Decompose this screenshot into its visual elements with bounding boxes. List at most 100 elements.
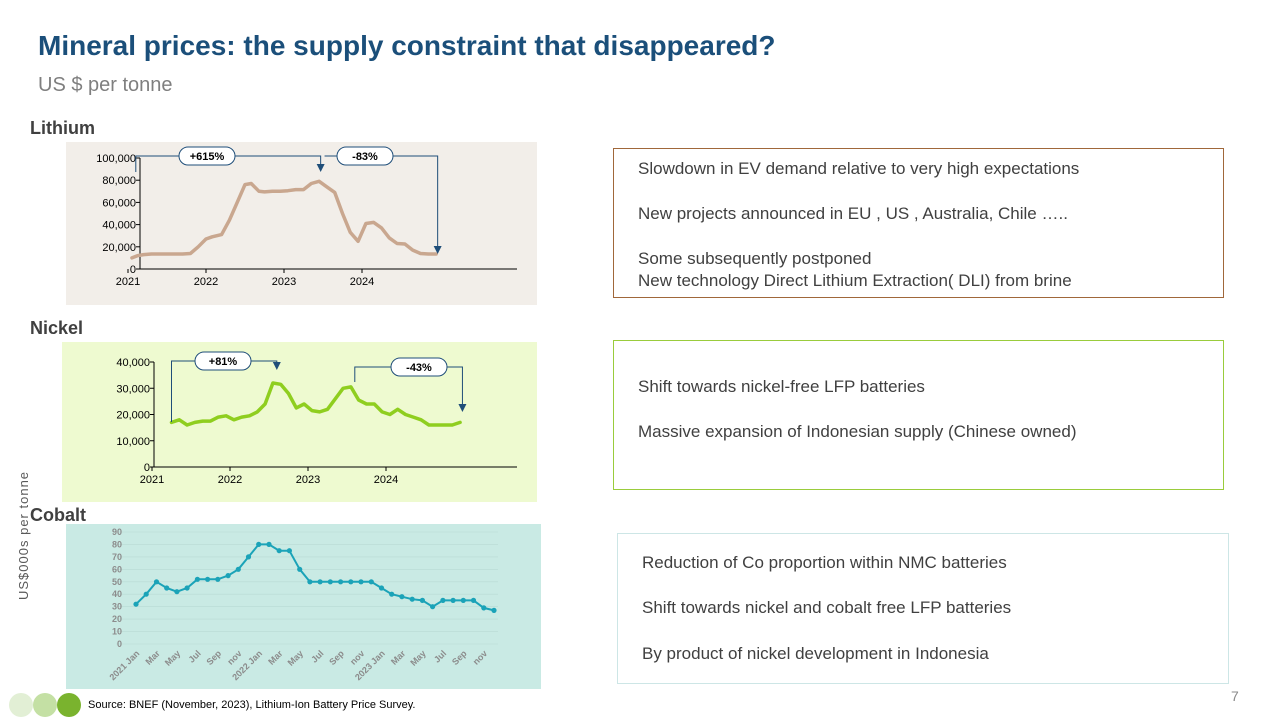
cobalt-data-point — [256, 541, 262, 547]
cobalt-data-point — [348, 579, 354, 585]
nickel-annotation-badge — [194, 351, 252, 371]
page-subtitle: US $ per tonne — [38, 74, 173, 96]
lithium-chart: 0 20,000 40,000 60,000 80,000 100,000 2021 2022… — [66, 142, 537, 305]
cobalt-data-point — [419, 597, 425, 603]
cobalt-data-point — [368, 579, 374, 585]
lithium-y-tick-label: 80,000 — [102, 175, 136, 187]
footer-decor-circle-3 — [57, 693, 81, 717]
cobalt-data-point — [164, 585, 170, 591]
cobalt-chart-panel: 0 10 20 30 40 50 60 70 80 90 2021 Jan Mar May Jul Sep n… — [66, 524, 541, 689]
lithium-notes-box: Slowdown in EV demand relative to very h… — [613, 148, 1224, 298]
footer-decor-circle-2 — [33, 693, 57, 717]
cobalt-data-point — [430, 604, 436, 610]
lithium-note-3: Some subsequently postponed — [638, 249, 872, 268]
nickel-chart: 0 10,000 20,000 30,000 40,000 2021 2022 2023 202… — [62, 342, 537, 502]
nickel-y-tick-label: 30,000 — [116, 383, 150, 395]
cobalt-note-1: Reduction of Co proportion within NMC ba… — [642, 553, 1007, 572]
lithium-y-tick-label: 40,000 — [102, 220, 136, 232]
cobalt-data-point — [235, 566, 241, 572]
lithium-y-tick-label: 20,000 — [102, 242, 136, 254]
nickel-note-2: Massive expansion of Indonesian supply (… — [638, 422, 1077, 441]
source-note: Source: BNEF (November, 2023), Lithium-I… — [88, 699, 416, 711]
cobalt-data-point — [389, 591, 395, 597]
cobalt-y-tick-label: 50 — [112, 577, 122, 587]
nickel-x-tick-label: 2021 — [140, 474, 164, 486]
cobalt-data-point — [245, 554, 252, 560]
cobalt-y-axis-title: US$000s per tonne — [16, 470, 31, 600]
cobalt-y-tick-label: 30 — [112, 602, 122, 612]
cobalt-data-point — [409, 596, 415, 602]
cobalt-note-2: Shift towards nickel and cobalt free LFP… — [642, 598, 1012, 617]
cobalt-data-point — [205, 576, 211, 582]
cobalt-notes-box: Reduction of Co proportion within NMC ba… — [617, 533, 1229, 684]
nickel-annotation-arrow — [458, 404, 467, 412]
lithium-y-tick-label: 100,000 — [96, 153, 136, 165]
lithium-annotation-badge — [336, 146, 394, 166]
cobalt-label: Cobalt — [30, 505, 86, 525]
cobalt-data-point — [440, 597, 446, 603]
cobalt-data-point — [470, 597, 477, 603]
cobalt-data-point — [450, 597, 456, 603]
nickel-y-tick-label: 40,000 — [116, 357, 150, 369]
lithium-y-tick-label: 60,000 — [102, 197, 136, 209]
nickel-note-1: Shift towards nickel-free LFP batteries — [638, 377, 925, 396]
cobalt-data-point — [266, 541, 272, 547]
cobalt-data-point — [481, 605, 487, 611]
cobalt-data-point — [153, 579, 160, 585]
lithium-y-tick-label: 0 — [130, 264, 136, 276]
nickel-label: Nickel — [30, 318, 84, 338]
nickel-annotation-badge — [390, 357, 448, 377]
lithium-note-2: New projects announced in EU , US , Aust… — [638, 204, 1068, 223]
cobalt-y-tick-label: 40 — [112, 589, 122, 599]
lithium-annotation-arrow — [316, 164, 325, 172]
cobalt-note-3: By product of nickel development in Indo… — [642, 644, 989, 663]
cobalt-data-point — [491, 607, 497, 613]
nickel-annotation-label: +81% — [209, 356, 238, 368]
lithium-note-1: Slowdown in EV demand relative to very h… — [638, 159, 1080, 178]
nickel-x-tick-label: 2023 — [296, 474, 320, 486]
cobalt-y-tick-label: 80 — [112, 539, 122, 549]
cobalt-data-point — [276, 548, 282, 554]
nickel-y-tick-label: 10,000 — [116, 436, 150, 448]
cobalt-data-point — [378, 585, 385, 591]
cobalt-y-tick-label: 0 — [117, 639, 122, 649]
cobalt-y-tick-label: 20 — [112, 614, 122, 624]
lithium-x-tick-label: 2022 — [194, 276, 218, 288]
cobalt-y-tick-label: 70 — [112, 552, 122, 562]
nickel-notes-box: Shift towards nickel-free LFP batteries … — [613, 340, 1224, 490]
lithium-note-4: New technology Direct Lithium Extraction… — [638, 271, 1072, 290]
cobalt-data-point — [286, 548, 292, 554]
cobalt-data-point — [215, 576, 221, 582]
cobalt-y-tick-label: 90 — [112, 527, 122, 537]
nickel-price-line — [169, 381, 462, 427]
lithium-annotation-label: +615% — [190, 151, 225, 163]
cobalt-data-point — [317, 579, 323, 585]
nickel-x-tick-label: 2022 — [218, 474, 242, 486]
lithium-annotation-label: -83% — [352, 151, 378, 163]
cobalt-data-point — [338, 579, 344, 585]
lithium-x-tick-label: 2023 — [272, 276, 296, 288]
cobalt-data-point — [133, 601, 139, 607]
cobalt-y-tick-label: 10 — [112, 627, 122, 637]
lithium-x-tick-label: 2021 — [116, 276, 140, 288]
nickel-chart-panel: 0 10,000 20,000 30,000 40,000 2021 2022 2023 202… — [62, 342, 537, 502]
nickel-y-tick-label: 20,000 — [116, 410, 150, 422]
nickel-y-tick-label: 0 — [144, 462, 150, 474]
lithium-chart-panel: 0 20,000 40,000 60,000 80,000 100,000 2021 2022… — [66, 142, 537, 305]
lithium-annotation-arrow — [433, 246, 442, 254]
cobalt-data-point — [307, 579, 313, 585]
nickel-x-tick-label: 2024 — [374, 474, 398, 486]
lithium-x-tick-label: 2024 — [350, 276, 374, 288]
footer-decor-circle-1 — [9, 693, 33, 717]
page-title: Mineral prices: the supply constraint th… — [38, 30, 776, 61]
cobalt-data-point — [399, 594, 405, 600]
cobalt-data-point — [143, 591, 149, 597]
cobalt-data-point — [174, 589, 180, 595]
lithium-price-line — [130, 179, 438, 260]
cobalt-data-point — [460, 597, 466, 603]
lithium-label: Lithium — [30, 118, 95, 138]
cobalt-data-point — [358, 579, 364, 585]
lithium-annotation-badge — [178, 146, 236, 166]
cobalt-data-point — [297, 566, 303, 572]
